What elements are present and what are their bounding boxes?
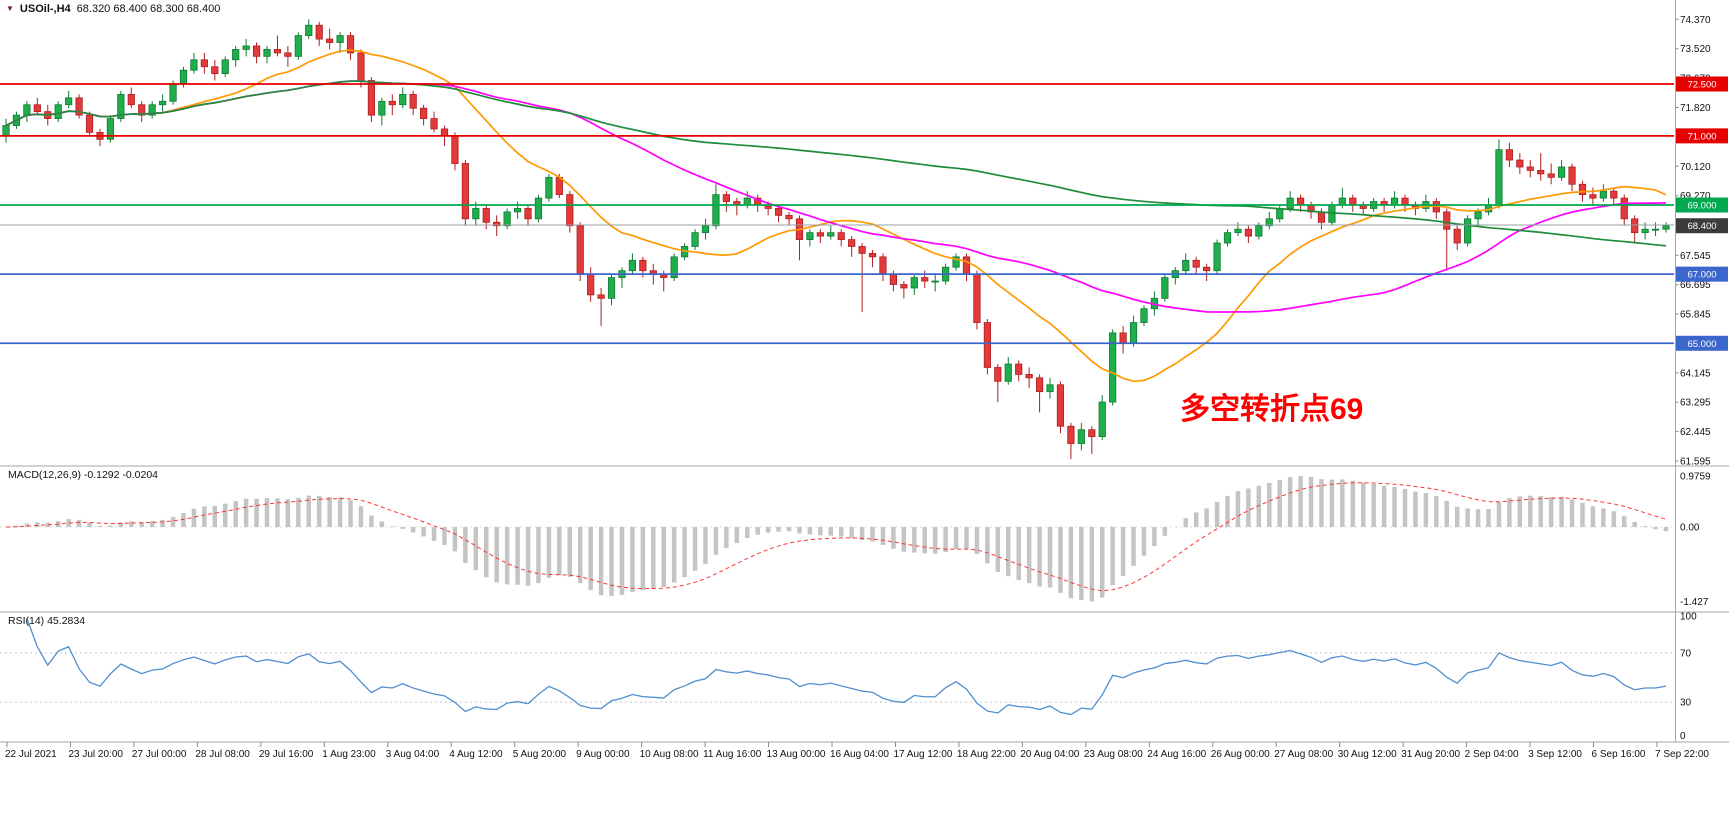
svg-text:67.545: 67.545 — [1680, 251, 1711, 262]
level-badge-67.000 — [1676, 266, 1728, 282]
svg-text:71.820: 71.820 — [1680, 103, 1711, 114]
macd-indicator-label: MACD(12,26,9) -0.1292 -0.0204 — [8, 469, 158, 481]
svg-text:0.00: 0.00 — [1680, 523, 1700, 534]
svg-text:72.500: 72.500 — [1687, 80, 1716, 91]
candles — [2, 19, 1670, 460]
svg-text:24 Aug 16:00: 24 Aug 16:00 — [1147, 749, 1206, 760]
svg-text:3 Sep 12:00: 3 Sep 12:00 — [1528, 749, 1582, 760]
ma-fast-orange — [5, 49, 1667, 383]
svg-text:7 Sep 22:00: 7 Sep 22:00 — [1655, 749, 1709, 760]
svg-text:65.845: 65.845 — [1680, 310, 1711, 321]
svg-text:2 Sep 04:00: 2 Sep 04:00 — [1465, 749, 1519, 760]
svg-text:3 Aug 04:00: 3 Aug 04:00 — [386, 749, 440, 760]
svg-text:61.595: 61.595 — [1680, 456, 1711, 467]
svg-text:13 Aug 00:00: 13 Aug 00:00 — [767, 749, 826, 760]
svg-text:0: 0 — [1680, 731, 1686, 742]
svg-text:66.695: 66.695 — [1680, 280, 1711, 291]
svg-text:31 Aug 20:00: 31 Aug 20:00 — [1401, 749, 1460, 760]
svg-text:67.000: 67.000 — [1687, 270, 1716, 281]
ma-mid-magenta — [5, 80, 1667, 313]
svg-text:63.295: 63.295 — [1680, 398, 1711, 409]
svg-text:-1.427: -1.427 — [1680, 597, 1709, 608]
svg-text:6 Sep 16:00: 6 Sep 16:00 — [1592, 749, 1646, 760]
ohlc-quote-label: 68.320 68.400 68.300 68.400 — [76, 3, 221, 15]
svg-text:5 Aug 20:00: 5 Aug 20:00 — [513, 749, 567, 760]
ma-slow-green — [5, 80, 1667, 247]
svg-text:22 Jul 2021: 22 Jul 2021 — [5, 749, 57, 760]
svg-text:11 Aug 16:00: 11 Aug 16:00 — [703, 749, 762, 760]
svg-text:23 Aug 08:00: 23 Aug 08:00 — [1084, 749, 1143, 760]
svg-text:100: 100 — [1680, 612, 1697, 623]
svg-text:30 Aug 12:00: 30 Aug 12:00 — [1338, 749, 1397, 760]
level-badge-72.500 — [1676, 76, 1728, 92]
rsi-indicator-label: RSI(14) 45.2834 — [8, 615, 86, 627]
svg-text:70: 70 — [1680, 648, 1692, 659]
svg-text:1 Aug 23:00: 1 Aug 23:00 — [322, 749, 376, 760]
svg-text:23 Jul 20:00: 23 Jul 20:00 — [68, 749, 123, 760]
svg-text:30: 30 — [1680, 698, 1692, 709]
svg-text:73.520: 73.520 — [1680, 44, 1711, 55]
svg-text:70.120: 70.120 — [1680, 162, 1711, 173]
macd-signal-line — [5, 482, 1667, 592]
level-badge-69.000 — [1676, 197, 1728, 213]
svg-text:28 Jul 08:00: 28 Jul 08:00 — [195, 749, 250, 760]
svg-text:27 Aug 08:00: 27 Aug 08:00 — [1274, 749, 1333, 760]
svg-text:20 Aug 04:00: 20 Aug 04:00 — [1020, 749, 1079, 760]
svg-text:4 Aug 12:00: 4 Aug 12:00 — [449, 749, 503, 760]
svg-text:16 Aug 04:00: 16 Aug 04:00 — [830, 749, 889, 760]
annotation-text[interactable]: 多空转折点69 — [1180, 393, 1364, 426]
rsi-line — [26, 618, 1667, 716]
svg-text:74.370: 74.370 — [1680, 15, 1711, 26]
svg-text:69.270: 69.270 — [1680, 191, 1711, 202]
svg-text:29 Jul 16:00: 29 Jul 16:00 — [259, 749, 314, 760]
svg-text:65.000: 65.000 — [1687, 339, 1716, 350]
svg-text:17 Aug 12:00: 17 Aug 12:00 — [893, 749, 952, 760]
macd-histogram — [14, 476, 1669, 602]
svg-text:27 Jul 00:00: 27 Jul 00:00 — [132, 749, 187, 760]
level-badge-71.000 — [1676, 128, 1728, 144]
symbol-dropdown-icon[interactable]: ▼ — [6, 4, 14, 13]
svg-text:0.9759: 0.9759 — [1680, 472, 1711, 483]
svg-text:26 Aug 00:00: 26 Aug 00:00 — [1211, 749, 1270, 760]
svg-text:68.400: 68.400 — [1687, 221, 1716, 232]
time-axis[interactable] — [6, 742, 1658, 747]
svg-text:71.000: 71.000 — [1687, 131, 1716, 142]
current-price-badge — [1676, 218, 1728, 234]
svg-text:10 Aug 08:00: 10 Aug 08:00 — [640, 749, 699, 760]
svg-text:69.000: 69.000 — [1687, 200, 1716, 211]
svg-text:62.445: 62.445 — [1680, 427, 1711, 438]
level-badge-65.000 — [1676, 335, 1728, 351]
symbol-timeframe-label[interactable]: USOil-,H4 — [19, 3, 71, 15]
svg-text:18 Aug 22:00: 18 Aug 22:00 — [957, 749, 1016, 760]
svg-text:9 Aug 00:00: 9 Aug 00:00 — [576, 749, 630, 760]
chart-header: ▼ USOil-,H4 68.320 68.400 68.300 68.400 — [6, 3, 220, 15]
svg-text:64.145: 64.145 — [1680, 368, 1711, 379]
